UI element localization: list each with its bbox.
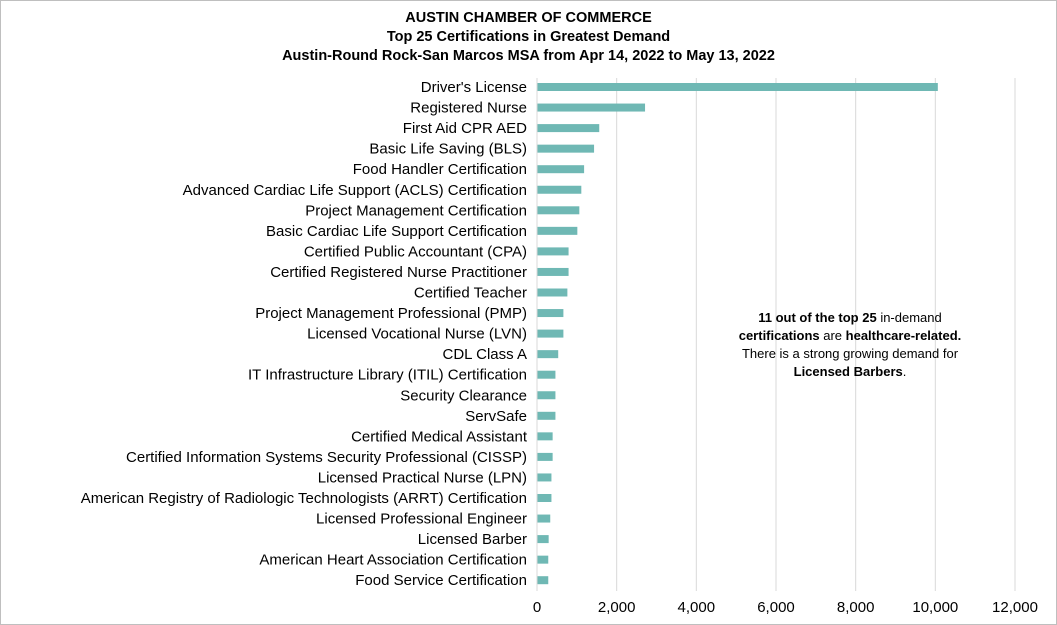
bar: [537, 83, 938, 91]
bar: [537, 350, 559, 359]
annotation-line-3: There is a strong growing demand for: [741, 346, 959, 361]
x-tick-label: 12,000: [992, 599, 1038, 616]
chart-titles: AUSTIN CHAMBER OF COMMERCE Top 25 Certif…: [0, 9, 1057, 66]
x-tick-label: 10,000: [912, 599, 958, 616]
bar: [537, 514, 551, 523]
bar: [537, 555, 549, 564]
category-label: Security Clearance: [400, 387, 527, 404]
category-label: Basic Cardiac Life Support Certification: [266, 223, 527, 240]
bar: [537, 103, 646, 112]
category-label: Licensed Practical Nurse (LPN): [318, 469, 527, 486]
bar: [537, 247, 569, 256]
bar: [537, 267, 569, 276]
annotation-text-2: are: [819, 328, 846, 343]
category-label: Driver's License: [421, 79, 527, 96]
category-label: Basic Life Saving (BLS): [369, 141, 527, 158]
category-label: Food Service Certification: [355, 572, 527, 589]
category-label: CDL Class A: [443, 346, 527, 363]
category-label: American Registry of Radiologic Technolo…: [81, 490, 527, 507]
category-label: Registered Nurse: [410, 100, 527, 117]
category-label: Licensed Vocational Nurse (LVN): [307, 326, 527, 343]
category-label: Licensed Barber: [418, 531, 527, 548]
x-tick-label: 6,000: [757, 599, 795, 616]
category-label: Food Handler Certification: [353, 161, 527, 178]
chart-title: Top 25 Certifications in Greatest Demand: [386, 29, 671, 45]
category-label: Certified Medical Assistant: [351, 428, 528, 445]
bar: [537, 206, 580, 215]
bar: [537, 576, 549, 585]
bar: [537, 432, 553, 441]
annotation-highlight-barbers: Licensed Barbers: [793, 364, 903, 379]
annotation-box: 11 out of the top 25 in-demand certifica…: [700, 309, 1000, 381]
bar: [537, 494, 552, 502]
chart-subtitle: Austin-Round Rock-San Marcos MSA from Ap…: [282, 48, 775, 64]
bar: [537, 185, 582, 194]
category-label: Certified Teacher: [414, 285, 527, 302]
annotation-highlight-healthcare: healthcare-related.: [845, 328, 962, 343]
annotation-highlight-certifications: certifications: [738, 328, 820, 343]
bar: [537, 329, 564, 338]
bar: [537, 411, 556, 420]
bar: [537, 165, 585, 174]
x-tick-label: 0: [533, 599, 541, 616]
bar: [537, 144, 595, 153]
bar: [537, 391, 556, 400]
category-label: Project Management Certification: [305, 202, 527, 219]
x-tick-label: 2,000: [598, 599, 636, 616]
annotation-line-4: Licensed Barbers.: [700, 363, 1000, 381]
bar: [537, 309, 564, 318]
category-label: Advanced Cardiac Life Support (ACLS) Cer…: [183, 182, 527, 199]
bar: [537, 288, 568, 297]
bar: [537, 535, 549, 544]
category-label: American Heart Association Certification: [259, 552, 527, 569]
x-tick-label: 4,000: [678, 599, 716, 616]
bar: [537, 452, 553, 461]
x-tick-label: 8,000: [837, 599, 875, 616]
bar: [537, 226, 578, 235]
category-label: IT Infrastructure Library (ITIL) Certifi…: [248, 367, 527, 384]
annotation-line-1: 11 out of the top 25 in-demand: [700, 309, 1000, 327]
category-label: Certified Registered Nurse Practitioner: [270, 264, 527, 281]
category-label: Licensed Professional Engineer: [316, 511, 527, 528]
bar: [537, 473, 552, 482]
category-label: First Aid CPR AED: [403, 120, 527, 137]
chart-title-organization: AUSTIN CHAMBER OF COMMERCE: [405, 10, 652, 26]
category-label: ServSafe: [465, 408, 527, 425]
annotation-highlight-count: 11 out of the top 25: [758, 310, 877, 325]
bar: [537, 124, 600, 133]
category-label: Certified Public Accountant (CPA): [304, 243, 527, 260]
annotation-text-1: in-demand: [876, 310, 942, 325]
category-label: Certified Information Systems Security P…: [126, 449, 527, 466]
annotation-text-5: .: [902, 364, 907, 379]
annotation-line-2: certifications are healthcare-related.: [700, 327, 1000, 345]
category-label: Project Management Professional (PMP): [255, 305, 527, 322]
bar: [537, 370, 556, 379]
